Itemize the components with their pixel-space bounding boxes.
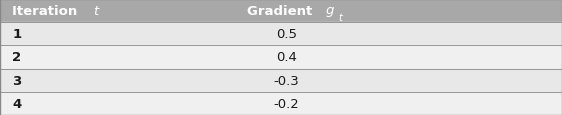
- Text: Gradient: Gradient: [247, 5, 317, 18]
- Text: $\mathit{g}$: $\mathit{g}$: [325, 5, 335, 18]
- Text: 3: 3: [12, 74, 21, 87]
- Text: 2: 2: [12, 51, 21, 64]
- Bar: [0, 92, 562, 115]
- Text: 4: 4: [12, 97, 21, 110]
- Text: -0.3: -0.3: [274, 74, 300, 87]
- Text: 0.4: 0.4: [276, 51, 297, 64]
- Text: $\mathit{t}$: $\mathit{t}$: [338, 11, 344, 23]
- Bar: [0, 0, 562, 23]
- Text: 0.5: 0.5: [276, 28, 297, 41]
- Text: -0.2: -0.2: [274, 97, 300, 110]
- Bar: [0, 23, 562, 46]
- Text: Iteration: Iteration: [12, 5, 82, 18]
- Text: 1: 1: [12, 28, 21, 41]
- Text: $\mathit{t}$: $\mathit{t}$: [93, 5, 101, 18]
- Bar: [0, 69, 562, 92]
- Bar: [0, 46, 562, 69]
